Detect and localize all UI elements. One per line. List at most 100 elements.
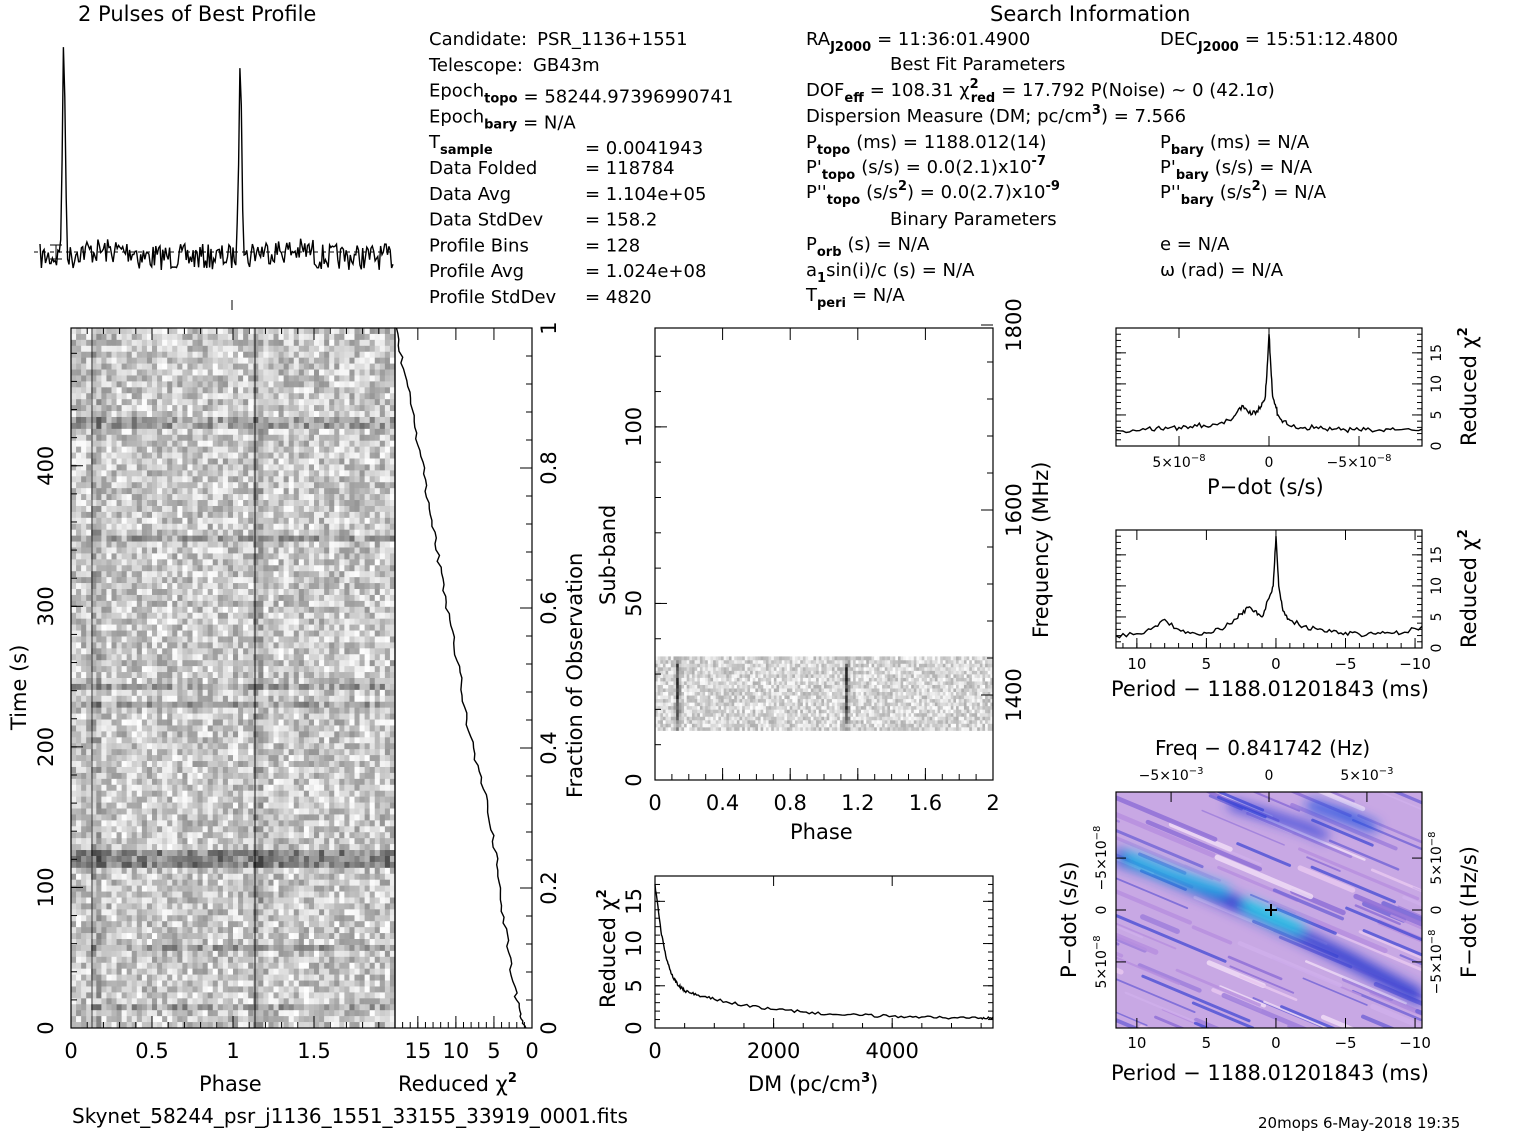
tp-cell xyxy=(389,363,396,370)
tp-cell xyxy=(217,375,224,382)
tp-cell xyxy=(192,749,198,756)
tp-cell xyxy=(324,393,330,400)
tp-cell xyxy=(187,761,193,768)
tp-cell xyxy=(273,761,279,768)
tp-cell xyxy=(258,523,264,530)
tp-cell xyxy=(273,559,279,566)
tp-cell xyxy=(248,583,254,590)
tp-cell xyxy=(263,357,269,364)
tp-cell xyxy=(81,345,87,353)
tp-cell xyxy=(86,654,92,661)
tp-cell xyxy=(81,464,87,471)
tp-cell xyxy=(101,553,107,560)
tp-cell xyxy=(126,695,133,703)
tp-cell xyxy=(389,494,396,501)
tp-cell xyxy=(157,666,163,673)
tp-cell xyxy=(258,618,264,625)
tp-cell xyxy=(334,737,340,744)
tp-cell xyxy=(152,517,158,525)
tp-cell xyxy=(106,553,112,560)
tp-cell xyxy=(268,547,274,554)
tp-cell xyxy=(121,440,127,447)
tp-cell xyxy=(157,589,163,596)
tp-cell xyxy=(126,642,133,649)
tp-cell xyxy=(288,357,295,364)
tp-cell xyxy=(192,381,198,388)
tp-cell xyxy=(81,707,87,714)
tp-cell xyxy=(222,755,229,762)
tp-cell xyxy=(116,416,122,424)
tp-cell xyxy=(131,470,138,477)
tp-cell xyxy=(172,458,178,465)
tp-cell xyxy=(197,381,203,388)
tp-cell xyxy=(273,701,279,708)
tp-cell xyxy=(384,683,391,691)
tp-cell xyxy=(177,784,183,792)
tp-cell xyxy=(324,737,330,744)
tp-cell xyxy=(263,416,269,424)
tp-cell xyxy=(253,589,259,596)
tp-cell xyxy=(238,363,244,370)
tp-cell xyxy=(329,517,335,525)
tp-cell xyxy=(121,701,127,708)
tp-cell xyxy=(379,422,386,430)
tp-cell xyxy=(253,393,259,400)
tp-cell xyxy=(192,440,198,447)
tp-cell xyxy=(101,399,107,406)
tp-cell xyxy=(364,749,370,756)
tp-cell xyxy=(162,381,168,388)
tp-cell xyxy=(86,547,92,554)
tp-cell xyxy=(157,541,163,548)
tp-cell xyxy=(187,713,193,720)
tp-cell xyxy=(364,523,370,530)
tp-cell xyxy=(303,571,310,578)
tp-cell xyxy=(207,589,214,596)
tp-cell xyxy=(162,369,168,376)
tp-cell xyxy=(273,678,279,685)
tp-cell xyxy=(288,428,295,436)
tp-cell xyxy=(359,672,365,679)
tp-cell xyxy=(278,476,284,483)
tp-cell xyxy=(152,434,158,442)
tp-cell xyxy=(152,606,158,614)
tp-cell xyxy=(324,505,330,513)
tp-cell xyxy=(167,755,173,762)
tp-cell xyxy=(288,505,295,513)
tp-cell xyxy=(334,553,340,560)
tp-cell xyxy=(303,517,310,525)
tp-cell xyxy=(324,500,330,507)
tp-cell xyxy=(283,672,289,679)
tp-cell xyxy=(288,434,295,442)
tp-cell xyxy=(339,725,345,732)
tp-cell xyxy=(212,755,219,762)
tp-cell xyxy=(314,547,320,554)
tp-cell xyxy=(374,725,381,732)
tp-cell xyxy=(172,328,178,335)
tp-cell xyxy=(319,695,325,703)
tp-cell xyxy=(136,553,143,560)
tp-cell xyxy=(359,743,365,750)
tp-cell xyxy=(238,535,244,542)
tp-cell xyxy=(354,351,360,358)
tp-cell xyxy=(96,523,102,530)
tp-cell xyxy=(121,535,127,542)
tp-cell xyxy=(157,470,163,477)
tp-cell xyxy=(141,666,148,673)
tp-cell xyxy=(384,535,391,542)
tp-cell xyxy=(233,476,239,483)
tp-cell xyxy=(217,511,224,519)
tp-cell xyxy=(187,464,193,471)
tp-cell xyxy=(339,517,345,525)
tp-cell xyxy=(187,345,193,353)
tp-cell xyxy=(384,654,391,661)
tp-cell xyxy=(298,500,305,507)
tp-cell xyxy=(212,458,219,465)
tp-cell xyxy=(227,749,234,756)
tp-cell xyxy=(384,517,391,525)
tp-cell xyxy=(319,589,325,596)
tp-cell xyxy=(101,565,107,572)
tp-cell xyxy=(334,523,340,530)
tp-cell xyxy=(263,583,269,590)
tp-cell xyxy=(268,648,274,655)
tp-cell xyxy=(111,381,117,388)
